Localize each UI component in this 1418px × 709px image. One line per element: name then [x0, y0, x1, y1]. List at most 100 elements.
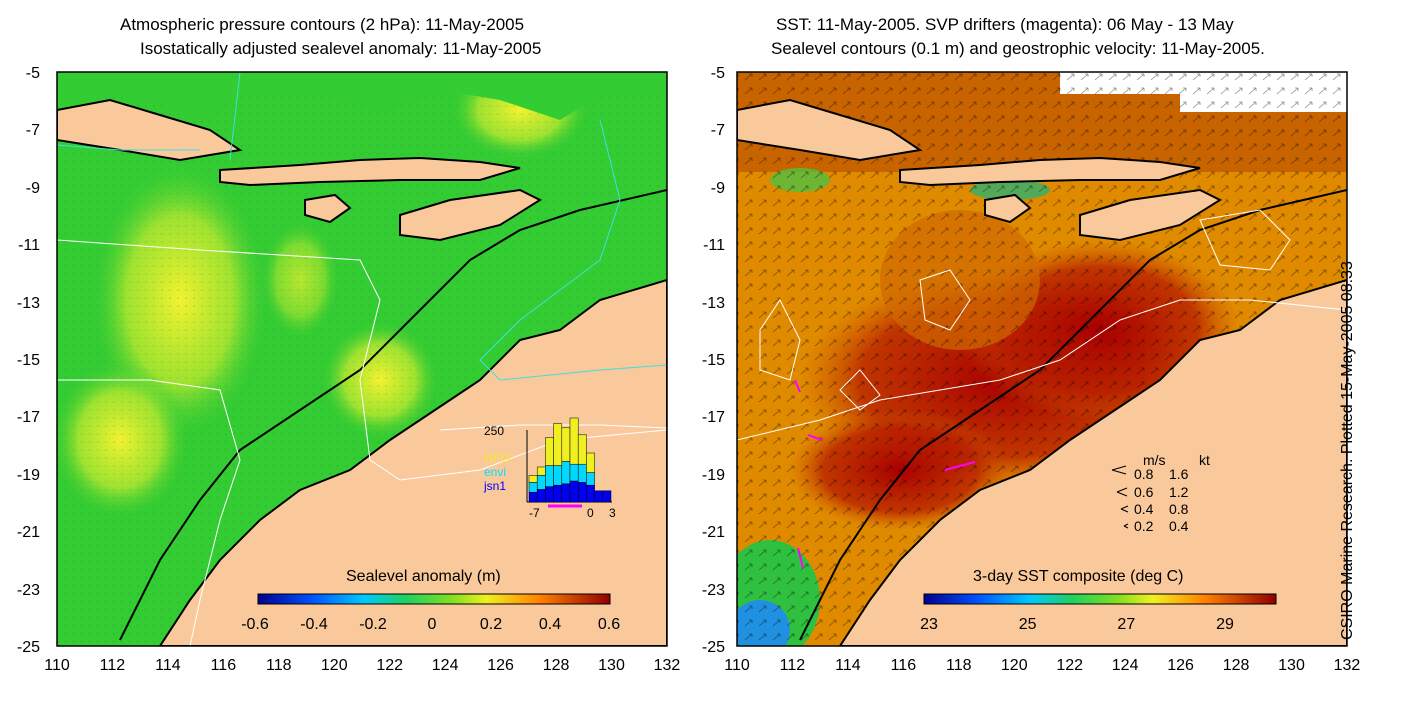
hist-bar-jsn1-9 [602, 490, 612, 503]
left-y-tick-5: -15 [16, 352, 40, 369]
right-colorbar-tick-0: 23 [920, 616, 938, 633]
left-x-tick-2: 114 [155, 657, 181, 674]
right-y-tick-10: -25 [701, 639, 725, 656]
left-x-tick-9: 128 [542, 657, 570, 674]
left-x-tick-5: 120 [320, 657, 348, 674]
histogram-legend-envi: envi [484, 465, 507, 479]
left-y-tick-1: -7 [25, 122, 40, 140]
right-x-tick-0: 110 [724, 657, 750, 674]
velocity-legend-ms-2: 0.6 [1134, 484, 1154, 500]
right-title-line1: SST: 11-May-2005. SVP drifters (magenta)… [776, 15, 1234, 34]
left-title-line2: Isostatically adjusted sealevel anomaly:… [140, 39, 542, 58]
right-y-tick-0: -5 [710, 65, 725, 82]
hist-bar-envi-3 [553, 465, 563, 486]
hist-bar-jsn1-8 [594, 490, 604, 503]
hist-bar-jsn1-6 [577, 482, 587, 503]
right-x-tick-7: 124 [1111, 657, 1139, 674]
left-x-tick-3: 116 [210, 657, 237, 674]
velocity-arrow-08 [1111, 465, 1127, 475]
left-y-tick-10: -25 [16, 639, 40, 656]
right-y-tick-5: -15 [701, 352, 725, 369]
velocity-legend-header-kt: kt [1199, 452, 1210, 468]
side-note: CSIRO Marine Research. Plotted 15-May-20… [1339, 261, 1356, 640]
left-colorbar-tick-1: -0.4 [300, 616, 328, 633]
hist-bar-envi-1 [536, 475, 546, 490]
hist-bar-envi-6 [577, 463, 587, 483]
hist-bar-envi-0 [528, 482, 538, 493]
left-y-tick-4: -13 [16, 294, 40, 312]
left-colorbar-label: Sealevel anomaly (m) [346, 568, 501, 585]
hist-bar-jsn1-7 [586, 484, 595, 503]
hist-bar-jsn1-4 [561, 483, 571, 503]
left-x-tick-0: 110 [44, 657, 70, 674]
left-colorbar-tick-5: 0.4 [538, 616, 562, 633]
velocity-legend-ms-1: 0.8 [1134, 466, 1154, 482]
left-colorbar-tick-4: 0.2 [479, 616, 503, 633]
hist-bar-jsn1-5 [569, 480, 579, 503]
right-x-tick-2: 114 [835, 657, 861, 674]
left-x-tick-8: 126 [487, 657, 514, 674]
left-colorbar-tick-0: -0.6 [241, 616, 269, 633]
right-y-tick-7: -19 [701, 466, 725, 484]
right-y-tick-4: -13 [701, 294, 725, 312]
right-x-tick-3: 116 [890, 657, 917, 674]
hist-bar-gfo-7 [586, 452, 595, 473]
left-colorbar-tick-2: -0.2 [359, 616, 387, 633]
left-x-tick-4: 118 [266, 657, 292, 674]
left-y-tick-0: -5 [25, 65, 40, 82]
histogram-xtick-max: 3 [609, 506, 616, 520]
right-y-tick-8: -21 [701, 524, 725, 542]
right-colorbar-tick-2: 27 [1117, 616, 1136, 633]
right-y-tick-1: -7 [710, 122, 725, 140]
right-x-tick-5: 120 [1000, 657, 1028, 674]
right-x-tick-6: 122 [1056, 657, 1084, 674]
right-x-tick-10: 130 [1278, 657, 1305, 674]
left-y-tick-8: -21 [16, 524, 40, 542]
left-x-tick-10: 130 [598, 657, 625, 674]
right-colorbar [923, 593, 1277, 605]
hist-bar-jsn1-0 [528, 491, 538, 503]
velocity-legend-ms-4: 0.2 [1134, 518, 1154, 534]
left-y-tick-7: -19 [16, 466, 40, 484]
histogram-legend-jsn1: jsn1 [484, 479, 507, 493]
velocity-arrow-06 [1116, 487, 1128, 497]
right-title-line2: Sealevel contours (0.1 m) and geostrophi… [771, 39, 1265, 58]
velocity-legend-ms-3: 0.4 [1134, 501, 1154, 517]
left-colorbar-tick-3: 0 [427, 616, 437, 633]
left-y-tick-9: -23 [16, 581, 40, 599]
histogram-bars [528, 417, 612, 503]
right-y-tick-9: -23 [701, 581, 725, 599]
velocity-legend-kt-1: 1.6 [1169, 466, 1189, 482]
hist-bar-envi-2 [545, 465, 554, 487]
left-x-tick-1: 112 [99, 657, 126, 674]
velocity-legend-kt-4: 0.4 [1169, 518, 1189, 534]
hist-bar-gfo-4 [561, 427, 571, 462]
left-y-tick-3: -11 [18, 237, 40, 255]
velocity-arrow-02 [1123, 523, 1129, 529]
histogram-legend-gfo: GFO [484, 451, 510, 465]
left-title-line1: Atmospheric pressure contours (2 hPa): 1… [120, 15, 525, 34]
velocity-legend-header-ms: m/s [1143, 452, 1166, 468]
left-x-tick-7: 124 [431, 657, 459, 674]
hist-bar-envi-7 [586, 472, 595, 486]
right-x-tick-8: 126 [1167, 657, 1194, 674]
left-x-tick-6: 122 [376, 657, 404, 674]
left-colorbar [257, 593, 611, 605]
right-x-tick-9: 128 [1222, 657, 1250, 674]
hist-bar-envi-5 [569, 463, 579, 482]
left-x-tick-11: 132 [653, 657, 681, 674]
hist-bar-envi-4 [561, 461, 571, 485]
left-colorbar-tick-6: 0.6 [597, 616, 621, 633]
velocity-legend-kt-3: 0.8 [1169, 501, 1189, 517]
right-colorbar-label: 3-day SST composite (deg C) [973, 568, 1184, 585]
left-y-tick-6: -17 [16, 409, 40, 427]
right-y-tick-3: -11 [703, 237, 725, 255]
left-y-tick-2: -9 [25, 179, 40, 197]
hist-bar-gfo-3 [553, 423, 563, 466]
hist-bar-jsn1-1 [536, 489, 546, 503]
velocity-arrow-04 [1120, 505, 1129, 513]
velocity-legend-kt-2: 1.2 [1169, 484, 1189, 500]
hist-bar-gfo-5 [569, 417, 579, 465]
right-y-tick-6: -17 [701, 409, 725, 427]
